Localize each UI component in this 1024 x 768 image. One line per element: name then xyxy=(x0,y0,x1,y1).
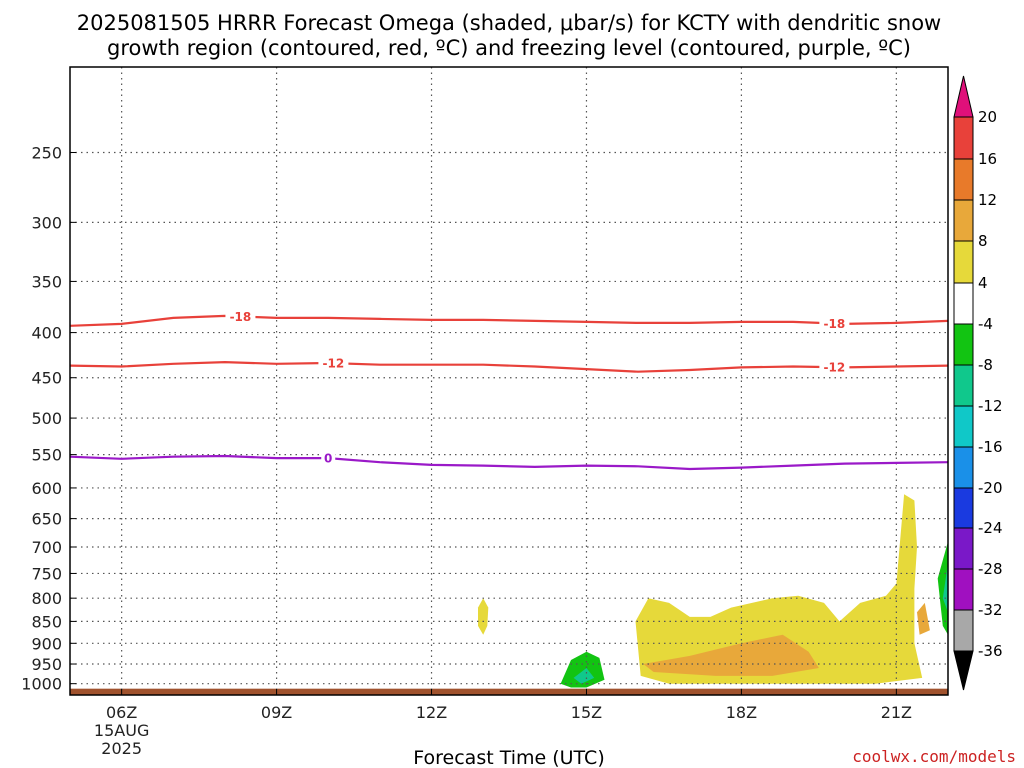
colorbar-label: -20 xyxy=(978,479,1003,497)
grid xyxy=(70,67,948,695)
y-tick-label: 350 xyxy=(31,272,62,291)
contour-line-2 xyxy=(69,360,949,373)
colorbar-top-arrow xyxy=(953,75,974,118)
contour-line-1 xyxy=(69,314,949,327)
contour-label: -12 xyxy=(824,361,846,375)
y-tick-label: 500 xyxy=(31,409,62,428)
colorbar-label: -36 xyxy=(978,642,1003,660)
colorbar-bottom-arrow xyxy=(953,650,974,691)
x-tick-year: 2025 xyxy=(101,739,142,758)
y-tick-label: 250 xyxy=(31,143,62,162)
y-tick-label: 550 xyxy=(31,446,62,465)
omega-region-1 xyxy=(635,494,923,684)
colorbar-segment xyxy=(953,364,974,407)
colorbar-segment xyxy=(953,323,974,366)
x-tick-label: 18Z xyxy=(726,703,757,722)
chart-title: 2025081505 HRRR Forecast Omega (shaded, … xyxy=(77,11,941,60)
colorbar-label: -32 xyxy=(978,601,1003,619)
contour-label-bg xyxy=(225,308,256,324)
y-tick-label: 600 xyxy=(31,479,62,498)
y-tick-label: 950 xyxy=(31,655,62,674)
x-tick-label: 21Z xyxy=(881,703,912,722)
colorbar-label: -12 xyxy=(978,397,1003,415)
colorbar-label: -24 xyxy=(978,519,1003,537)
contour-label-bg xyxy=(318,355,349,371)
colorbar-segment xyxy=(953,487,974,529)
y-tick-label: 1000 xyxy=(21,675,62,694)
omega-region-2 xyxy=(478,598,489,635)
y-tick-label: 700 xyxy=(31,538,62,557)
colorbar-label: 4 xyxy=(978,274,988,292)
x-tick-label: 09Z xyxy=(261,703,292,722)
colorbar-label: -8 xyxy=(978,356,993,374)
omega-region-6 xyxy=(937,541,948,635)
contours: -18 -18 -12 -12 0 xyxy=(69,308,949,471)
x-tick-label: 12Z xyxy=(416,703,447,722)
omega-region-4 xyxy=(917,602,930,635)
y-tick-label: 750 xyxy=(31,564,62,583)
colorbar-label: 16 xyxy=(978,150,997,168)
colorbar-segment xyxy=(953,199,974,242)
y-tick-label: 300 xyxy=(31,213,62,232)
title-line-1: 2025081505 HRRR Forecast Omega (shaded, … xyxy=(77,11,941,35)
terrain-strip xyxy=(70,688,948,695)
x-tick-label: 15Z xyxy=(571,703,602,722)
omega-region-7 xyxy=(573,668,595,684)
colorbar-segment xyxy=(953,158,974,201)
y-tick-label: 900 xyxy=(31,634,62,653)
contour-label: 0 xyxy=(324,452,332,466)
omega-region-3 xyxy=(643,634,819,676)
colorbar-segment xyxy=(953,446,974,489)
colorbar-label: 8 xyxy=(978,232,988,250)
title-line-2: growth region (contoured, red, ºC) and f… xyxy=(107,36,911,60)
colorbar-segment xyxy=(953,405,974,448)
colorbar-segment xyxy=(953,527,974,570)
colorbar-label: -4 xyxy=(978,315,993,333)
colorbar-label: -28 xyxy=(978,560,1003,578)
y-tick-label: 400 xyxy=(31,324,62,343)
colorbar-segment xyxy=(953,568,974,611)
y-tick-label: 850 xyxy=(31,612,62,631)
contour-label: -18 xyxy=(230,310,252,324)
y-tick-label: 650 xyxy=(31,510,62,529)
y-tick-label: 800 xyxy=(31,589,62,608)
colorbar-label: 12 xyxy=(978,191,997,209)
contour-line-3 xyxy=(69,454,949,471)
contour-label-bg xyxy=(321,450,336,466)
colorbar-segment xyxy=(953,609,974,652)
colorbar-segment xyxy=(953,282,974,325)
y-axis: 250 300 350 400 450 500 550 600 650 700 750 800 850 9… xyxy=(21,143,76,694)
colorbar-label: 20 xyxy=(978,108,997,126)
colorbar-segment xyxy=(953,116,974,160)
omega-region-8 xyxy=(942,563,948,613)
plot-area xyxy=(70,494,948,695)
colorbar: 20 16 12 8 4 -4 -8 -12 -16 -20 -24 -28 -32 -36 xyxy=(953,75,1003,691)
contour-label-bg xyxy=(819,315,850,331)
colorbar-label: -16 xyxy=(978,438,1003,456)
contour-label: -18 xyxy=(824,317,846,331)
contour-label: -12 xyxy=(323,357,345,371)
colorbar-segment xyxy=(953,240,974,284)
plot-frame xyxy=(69,66,949,696)
contour-label-bg xyxy=(819,359,850,375)
y-tick-label: 450 xyxy=(31,369,62,388)
x-tick-label: 06Z xyxy=(106,703,137,722)
credit-text: coolwx.com/models xyxy=(852,747,1016,766)
omega-region-5 xyxy=(560,651,605,688)
x-axis-title: Forecast Time (UTC) xyxy=(413,747,604,768)
x-tick-date: 15AUG xyxy=(94,721,149,740)
